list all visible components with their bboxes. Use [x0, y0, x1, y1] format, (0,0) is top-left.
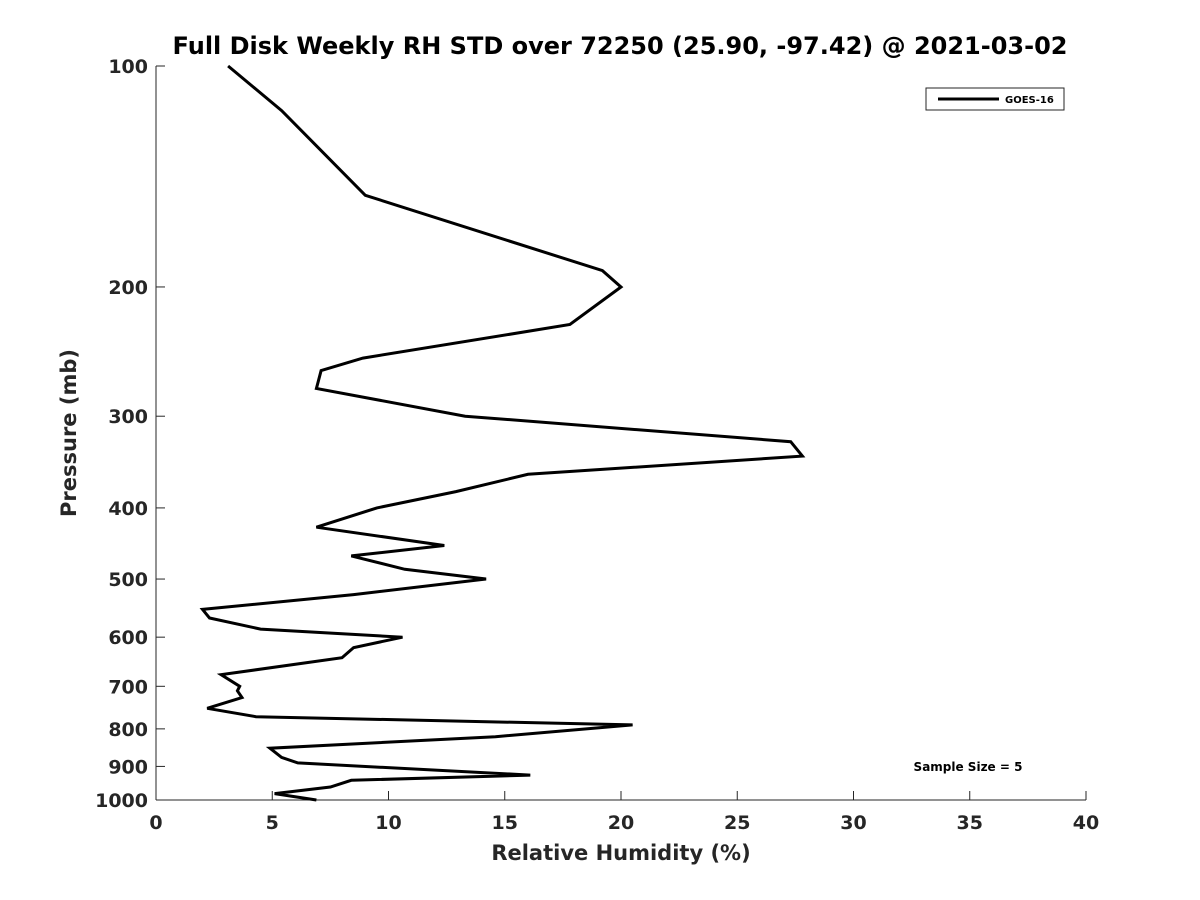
x-tick-label: 35 — [957, 812, 983, 834]
y-axis-label: Pressure (mb) — [57, 349, 81, 517]
y-tick-label: 500 — [108, 569, 148, 591]
y-ticks: 100 200 300 400 500 600 700 800 900 1000 — [95, 56, 165, 812]
series-group — [199, 64, 806, 802]
x-tick-label: 40 — [1073, 812, 1099, 834]
y-tick-label: 800 — [108, 719, 148, 741]
y-tick-label: 1000 — [95, 790, 148, 812]
y-tick-label: 200 — [108, 277, 148, 299]
y-tick-label: 300 — [108, 406, 148, 428]
x-tick-label: 15 — [492, 812, 518, 834]
x-tick-label: 0 — [149, 812, 162, 834]
legend-label-goes-16: GOES-16 — [1005, 95, 1054, 106]
x-ticks: 0 5 10 15 20 25 30 35 40 — [149, 791, 1099, 834]
x-tick-label: 30 — [840, 812, 866, 834]
y-tick-label: 900 — [108, 756, 148, 778]
legend: GOES-16 — [925, 87, 1065, 111]
x-tick-label: 20 — [608, 812, 634, 834]
series-line-goes-16 — [199, 64, 806, 802]
chart-title: Full Disk Weekly RH STD over 72250 (25.9… — [173, 32, 1068, 60]
x-tick-label: 10 — [375, 812, 401, 834]
y-tick-label: 700 — [108, 676, 148, 698]
x-tick-label: 5 — [266, 812, 279, 834]
y-tick-label: 600 — [108, 627, 148, 649]
x-tick-label: 25 — [724, 812, 750, 834]
y-tick-label: 100 — [108, 56, 148, 78]
y-tick-label: 400 — [108, 498, 148, 520]
sample-size-annotation: Sample Size = 5 — [914, 760, 1023, 774]
x-axis-label: Relative Humidity (%) — [491, 841, 750, 865]
